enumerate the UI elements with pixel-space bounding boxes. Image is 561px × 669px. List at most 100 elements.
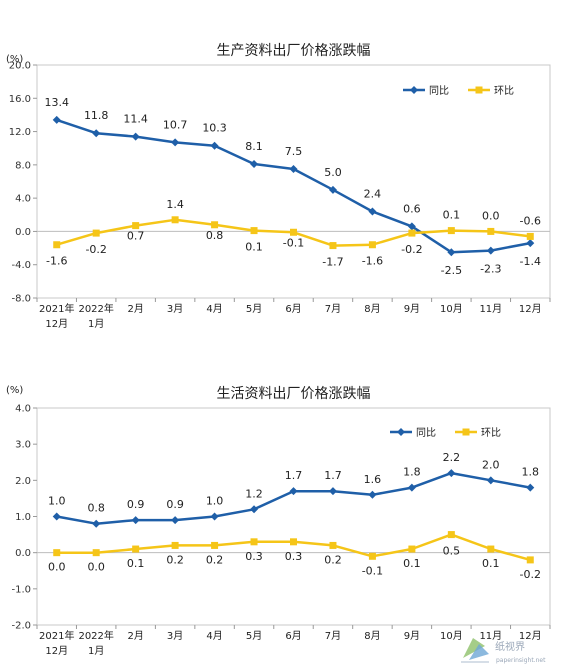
data-label: 8.1: [245, 140, 263, 153]
chart-consumer-goods: 生活资料出厂价格涨跌幅 (%) 4.0 3.0 2.0 1.0 0.0 -1.0 -2.0 202…: [6, 385, 551, 657]
x-tick-label: 12月: [45, 318, 68, 330]
data-point-marker: [211, 541, 219, 549]
x-tick-label: 10月: [440, 303, 463, 315]
data-label: 0.0: [48, 561, 66, 574]
y-tick-label: -2.0: [11, 621, 31, 632]
x-tick-label: 7月: [325, 303, 341, 315]
data-label: -0.2: [520, 568, 541, 581]
data-label: 10.3: [202, 122, 227, 135]
legend-label: 环比: [494, 85, 514, 97]
y-axis-unit: (%): [6, 385, 23, 396]
data-label: 2.2: [443, 451, 461, 464]
plot-frame: [36, 407, 551, 626]
data-label: 0.9: [166, 498, 184, 511]
data-point-marker: [368, 490, 377, 499]
data-point-marker: [131, 132, 140, 141]
data-label: -0.1: [362, 564, 383, 577]
data-label: 0.8: [206, 229, 224, 242]
data-label: -2.5: [441, 264, 462, 277]
y-tick-label: -1.0: [11, 584, 31, 595]
data-label: -0.1: [283, 236, 304, 249]
legend-marker: [410, 86, 418, 94]
data-point-marker: [407, 483, 416, 492]
data-point-marker: [132, 545, 140, 553]
data-label: 1.8: [522, 466, 540, 479]
data-point-marker: [447, 469, 456, 478]
data-label: 2.0: [482, 458, 500, 471]
data-point-marker: [290, 228, 297, 236]
data-label: 5.0: [324, 166, 342, 179]
data-point-marker: [210, 512, 219, 521]
y-tick-label: 2.0: [15, 476, 31, 487]
data-point-marker: [447, 531, 455, 539]
data-point-marker: [52, 115, 61, 124]
x-tick-label: 4月: [206, 630, 222, 642]
data-label: 1.0: [206, 495, 224, 508]
x-tick-label: 11月: [479, 303, 502, 315]
y-tick-label: 8.0: [15, 160, 31, 171]
data-point-marker: [328, 185, 337, 194]
data-point-marker: [171, 516, 180, 525]
chart-title: 生活资料出厂价格涨跌幅: [217, 386, 371, 402]
data-label: 0.6: [403, 202, 421, 215]
x-tick-label: 8月: [364, 630, 380, 642]
data-point-marker: [92, 129, 101, 138]
data-point-marker: [290, 538, 297, 546]
x-tick-label: 2月: [127, 303, 143, 315]
data-label: 1.6: [364, 473, 382, 486]
data-label: 7.5: [285, 145, 303, 158]
data-label: 0.2: [324, 553, 342, 566]
data-label: 0.9: [127, 498, 145, 511]
data-label: -1.6: [362, 255, 383, 268]
legend-label: 同比: [429, 85, 449, 97]
data-label: 0.1: [443, 209, 461, 222]
x-tick-label: 10月: [440, 630, 463, 642]
y-tick-label: 0.0: [15, 227, 31, 238]
data-point-marker: [171, 541, 179, 549]
x-tick-label: 2021年: [39, 302, 74, 315]
data-point-marker: [328, 487, 337, 496]
data-label: -0.2: [85, 243, 106, 256]
data-label: -0.6: [520, 214, 541, 227]
data-label: -0.2: [401, 243, 422, 256]
data-label: -2.3: [480, 263, 501, 276]
x-tick-label: 12月: [519, 630, 542, 642]
x-tick-label: 2022年: [78, 302, 113, 315]
data-point-marker: [132, 222, 140, 230]
x-tick-label: 2022年: [78, 629, 113, 642]
data-point-marker: [408, 545, 416, 553]
data-point-marker: [53, 549, 61, 557]
data-label: 10.7: [163, 118, 188, 131]
x-tick-label: 9月: [404, 630, 420, 642]
x-tick-label: 3月: [167, 630, 183, 642]
data-label: -1.4: [520, 255, 541, 268]
data-label: 0.1: [403, 557, 421, 570]
y-tick-label: 3.0: [15, 440, 31, 451]
data-label: 1.0: [48, 495, 66, 508]
y-tick-label: 4.0: [15, 194, 31, 205]
y-tick-label: 12.0: [9, 127, 31, 138]
data-label: 0.5: [443, 545, 461, 558]
data-label: 0.1: [245, 241, 263, 254]
y-tick-label: -8.0: [11, 294, 31, 305]
x-tick-label: 2月: [127, 630, 143, 642]
x-tick-label: 3月: [167, 303, 183, 315]
data-point-marker: [92, 519, 101, 528]
data-point-marker: [487, 545, 495, 553]
data-label: 11.4: [123, 113, 148, 126]
plot-frame: [36, 64, 551, 299]
data-point-marker: [526, 232, 534, 240]
data-label: 1.4: [166, 198, 184, 211]
x-tick-label: 12月: [519, 303, 542, 315]
data-point-marker: [250, 227, 258, 235]
data-label: 2.4: [364, 187, 382, 200]
x-tick-label: 11月: [479, 630, 502, 642]
data-point-marker: [486, 476, 495, 485]
data-point-marker: [408, 229, 416, 237]
chart-title: 生产资料出厂价格涨跌幅: [217, 43, 371, 59]
data-point-marker: [368, 552, 376, 560]
data-point-marker: [526, 239, 535, 248]
legend-marker: [462, 428, 470, 436]
data-label: 1.8: [403, 466, 421, 479]
